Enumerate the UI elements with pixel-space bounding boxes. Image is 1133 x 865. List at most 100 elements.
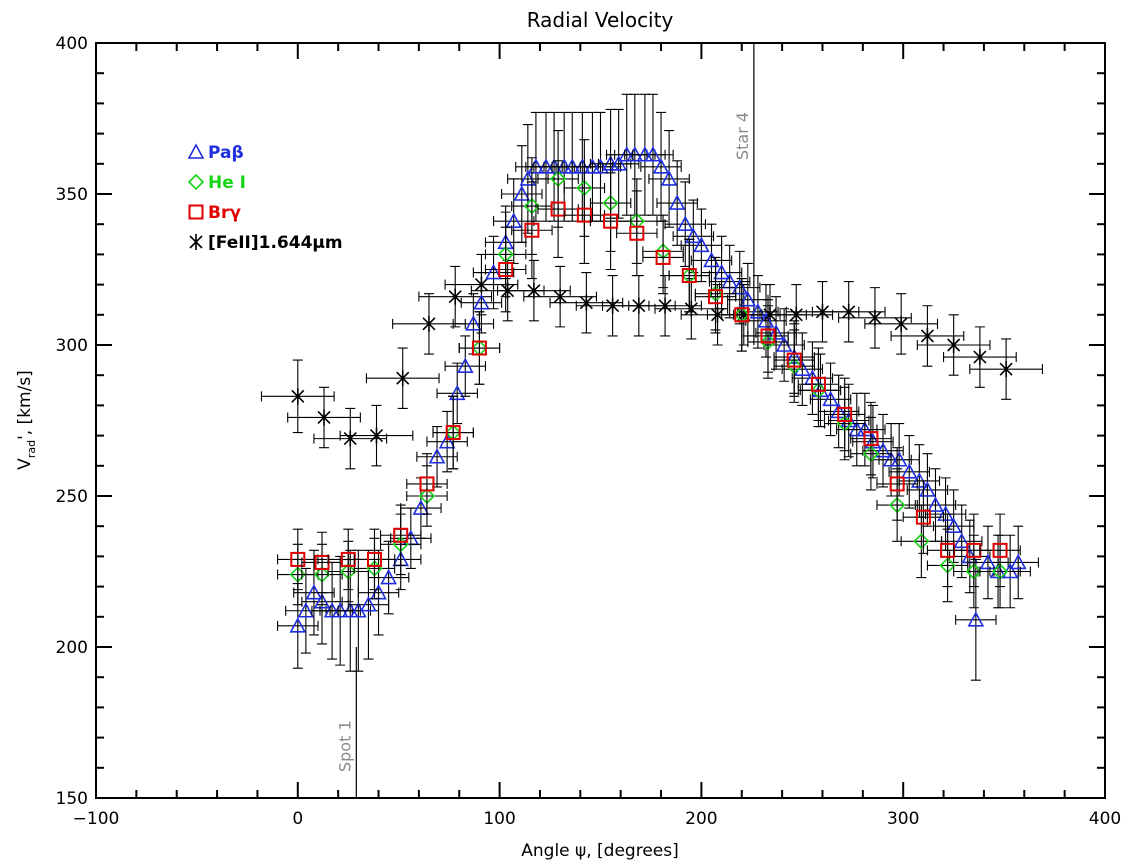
data-point-pabeta bbox=[927, 496, 944, 512]
legend-marker-pabeta bbox=[187, 143, 205, 159]
data-point-brgamma bbox=[708, 289, 724, 305]
error-bar-pabeta bbox=[452, 293, 495, 355]
data-point-pabeta bbox=[945, 517, 962, 534]
data-point-feii bbox=[396, 370, 410, 387]
error-bar-brgamma bbox=[902, 480, 945, 554]
data-point-pabeta bbox=[890, 451, 908, 467]
data-point-pabeta bbox=[592, 158, 609, 174]
error-bar-brgamma bbox=[458, 311, 501, 385]
data-point-pabeta bbox=[610, 155, 628, 171]
error-bar-pabeta bbox=[664, 181, 706, 268]
legend-label-he-i: He I bbox=[208, 173, 246, 193]
data-point-brgamma bbox=[445, 425, 461, 441]
data-point-brgamma bbox=[603, 213, 619, 229]
error-bar-pabeta bbox=[955, 558, 997, 681]
data-point-pabeta bbox=[652, 158, 670, 174]
error-bar-pabeta bbox=[597, 108, 640, 219]
error-bar-pabeta bbox=[293, 549, 335, 636]
data-point-brgamma bbox=[810, 376, 826, 392]
data-point-pabeta bbox=[676, 215, 694, 231]
data-point-brgamma bbox=[290, 551, 306, 567]
data-point-pabeta bbox=[967, 611, 985, 627]
error-bar-brgamma bbox=[668, 238, 711, 313]
error-bar-brgamma bbox=[379, 504, 422, 567]
data-point-feii bbox=[553, 288, 567, 305]
y-tick-label: 250 bbox=[56, 487, 88, 507]
data-point-pabeta bbox=[513, 185, 531, 201]
error-bar-pabeta bbox=[501, 145, 543, 243]
x-tick-label: 300 bbox=[887, 809, 919, 829]
data-point-pabeta bbox=[505, 212, 523, 228]
data-point-brgamma bbox=[837, 406, 853, 422]
error-bar-brgamma bbox=[484, 226, 527, 313]
data-point-brgamma bbox=[992, 542, 1008, 558]
data-point-feii bbox=[343, 430, 357, 447]
series-feii bbox=[260, 253, 1043, 470]
error-bar-brgamma bbox=[850, 401, 892, 476]
error-bar-pabeta bbox=[809, 362, 852, 437]
error-bar-pabeta bbox=[648, 130, 690, 228]
data-point-brgamma bbox=[655, 249, 671, 265]
y-tick-label: 150 bbox=[56, 789, 88, 809]
error-bar-pabeta bbox=[656, 160, 698, 246]
x-tick-label: −100 bbox=[73, 809, 120, 829]
legend: Paβ He I Brγ [FeII]1.644μm bbox=[187, 143, 343, 253]
data-point-brgamma bbox=[366, 551, 382, 567]
data-point-feii bbox=[894, 315, 908, 332]
spot-1-marker-label: Spot 1 bbox=[335, 720, 354, 772]
error-bar-brgamma bbox=[797, 347, 840, 422]
error-bar-brgamma bbox=[432, 395, 474, 470]
data-point-brgamma bbox=[863, 431, 879, 447]
error-bar-brgamma bbox=[721, 278, 763, 352]
data-point-brgamma bbox=[760, 328, 776, 344]
data-point-he-i bbox=[913, 533, 930, 550]
error-bar-pabeta bbox=[472, 235, 515, 310]
data-point-pabeta bbox=[289, 617, 307, 633]
data-point-feii bbox=[789, 306, 803, 323]
error-bar-pabeta bbox=[719, 250, 761, 325]
data-point-feii bbox=[868, 309, 882, 326]
error-bar-pabeta bbox=[390, 507, 432, 570]
y-axis-label-main: V bbox=[15, 458, 35, 470]
data-point-pabeta bbox=[428, 448, 446, 464]
data-point-feii bbox=[527, 282, 541, 299]
error-bar-pabeta bbox=[640, 111, 682, 222]
legend-marker-brgamma bbox=[188, 204, 204, 220]
x-tick-label: 100 bbox=[483, 809, 515, 829]
data-point-feii bbox=[920, 327, 934, 344]
data-point-brgamma bbox=[419, 476, 435, 492]
chart-title: Radial Velocity bbox=[527, 8, 674, 32]
y-axis-label-sub: rad bbox=[25, 440, 38, 458]
data-point-feii bbox=[422, 315, 436, 332]
x-tick-label: 400 bbox=[1089, 809, 1121, 829]
error-bar-brgamma bbox=[511, 181, 553, 280]
data-point-pabeta bbox=[693, 236, 710, 253]
data-point-brgamma bbox=[915, 509, 931, 525]
error-bar-brgamma bbox=[979, 513, 1021, 588]
series-pabeta bbox=[277, 93, 1039, 681]
error-bar-pabeta bbox=[888, 435, 930, 509]
data-point-pabeta bbox=[438, 432, 456, 449]
error-bar-brgamma bbox=[642, 220, 684, 295]
data-point-pabeta bbox=[731, 278, 749, 295]
data-point-pabeta bbox=[644, 146, 662, 162]
plot-frame bbox=[95, 42, 1106, 799]
error-bar-brgamma bbox=[694, 259, 737, 334]
error-bar-brgamma bbox=[353, 528, 396, 591]
x-tick-label: 200 bbox=[685, 809, 717, 829]
series-brgamma bbox=[277, 160, 1021, 594]
error-bar-pabeta bbox=[862, 413, 904, 488]
data-point-brgamma bbox=[786, 352, 802, 368]
error-bar-pabeta bbox=[755, 296, 797, 370]
error-bar-pabeta bbox=[852, 404, 894, 479]
data-point-feii bbox=[999, 361, 1013, 378]
error-bar-brgamma bbox=[773, 323, 815, 397]
data-point-feii bbox=[369, 427, 384, 444]
data-point-brgamma bbox=[524, 222, 540, 238]
x-axis-label: Angle ψ, [degrees] bbox=[521, 841, 679, 861]
error-bar-pabeta bbox=[781, 332, 824, 406]
data-point-brgamma bbox=[471, 340, 487, 356]
data-point-brgamma bbox=[889, 476, 905, 492]
